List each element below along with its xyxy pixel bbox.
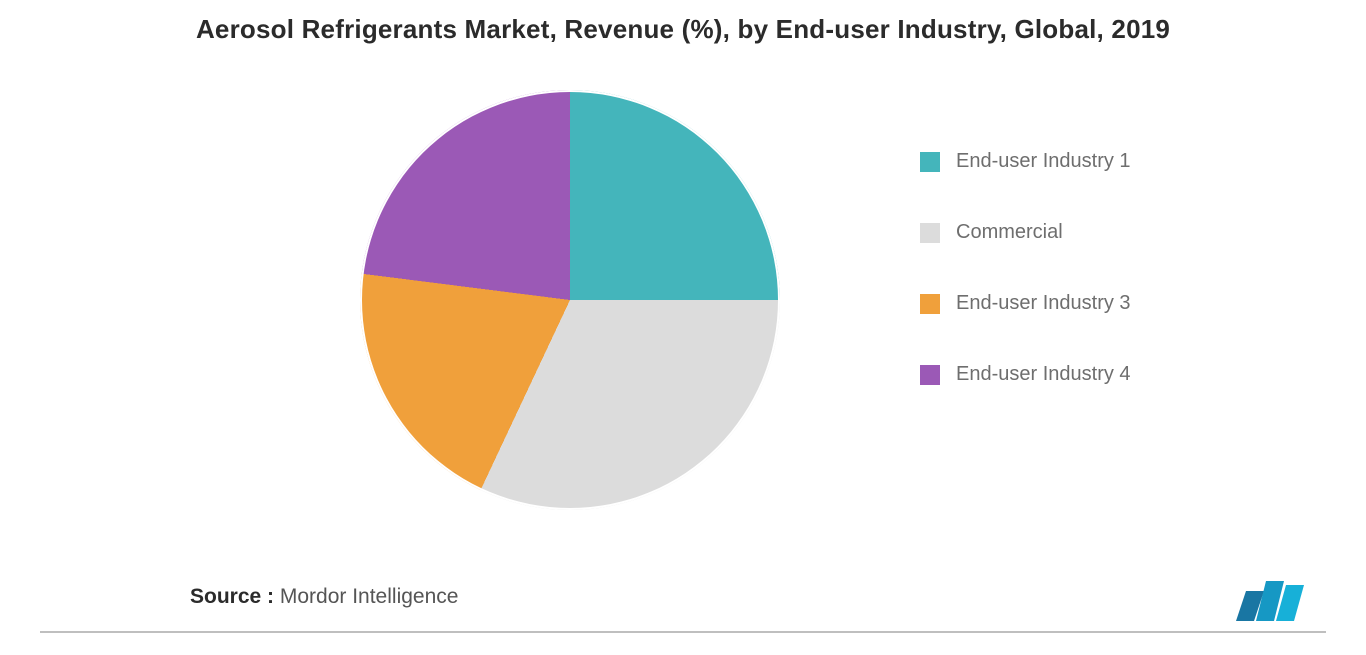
source-line: Source : Mordor Intelligence — [190, 585, 458, 609]
brand-logo-icon — [1236, 577, 1308, 621]
legend: End-user Industry 1 Commercial End-user … — [920, 150, 1131, 386]
legend-label: Commercial — [956, 221, 1063, 244]
pie-graphic — [360, 90, 780, 510]
legend-label: End-user Industry 4 — [956, 363, 1131, 386]
legend-label: End-user Industry 1 — [956, 150, 1131, 173]
legend-item: End-user Industry 3 — [920, 292, 1131, 315]
source-label: Source : — [190, 585, 280, 608]
chart-container: Aerosol Refrigerants Market, Revenue (%)… — [0, 0, 1366, 655]
legend-swatch-icon — [920, 365, 940, 385]
divider — [40, 631, 1326, 633]
source-value: Mordor Intelligence — [280, 585, 459, 608]
legend-item: Commercial — [920, 221, 1131, 244]
chart-title: Aerosol Refrigerants Market, Revenue (%)… — [0, 14, 1366, 45]
legend-swatch-icon — [920, 152, 940, 172]
legend-label: End-user Industry 3 — [956, 292, 1131, 315]
legend-item: End-user Industry 1 — [920, 150, 1131, 173]
legend-item: End-user Industry 4 — [920, 363, 1131, 386]
legend-swatch-icon — [920, 223, 940, 243]
pie-chart — [360, 90, 780, 510]
legend-swatch-icon — [920, 294, 940, 314]
